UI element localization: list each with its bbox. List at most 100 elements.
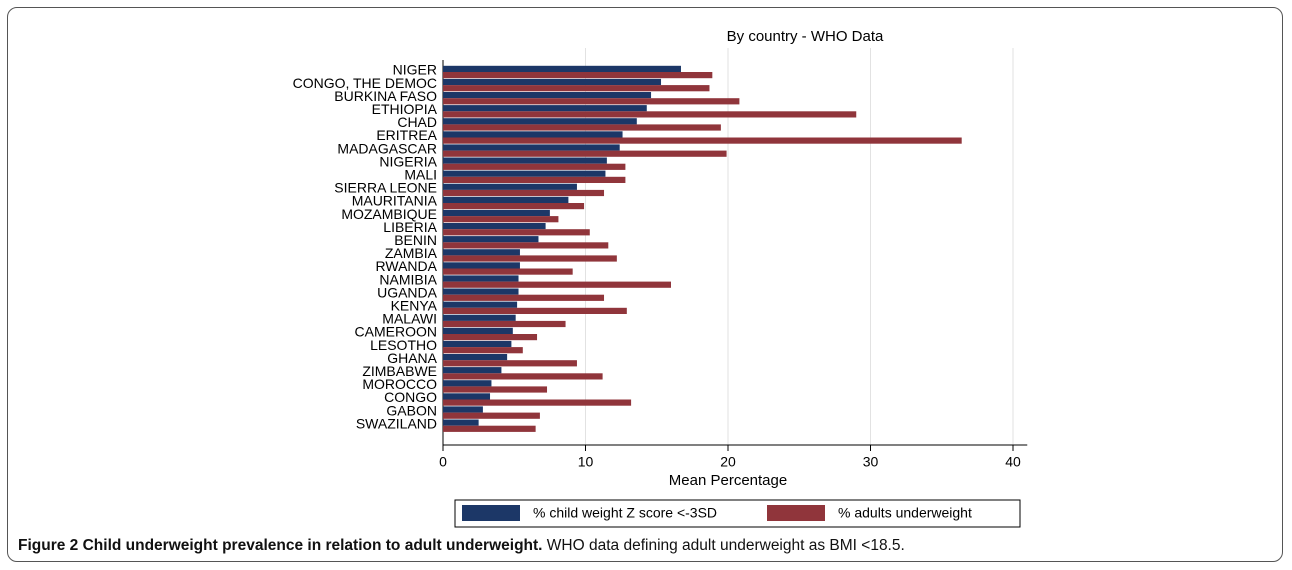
bar bbox=[443, 92, 652, 99]
y-tick-label: KENYA bbox=[391, 298, 438, 314]
bar bbox=[443, 262, 520, 269]
x-axis-label: Mean Percentage bbox=[669, 472, 787, 489]
caption-text: WHO data defining adult underweight as B… bbox=[546, 537, 905, 554]
bar bbox=[443, 209, 550, 217]
x-tick-label: 40 bbox=[1005, 454, 1021, 470]
legend-label: % adults underweight bbox=[838, 505, 972, 521]
bar bbox=[443, 203, 585, 210]
y-tick-label: MALI bbox=[404, 167, 437, 183]
y-tick-label: BURKINA FASO bbox=[334, 88, 437, 104]
y-tick-label: CHAD bbox=[397, 114, 437, 130]
y-tick-label: MOZAMBIQUE bbox=[341, 206, 437, 222]
bar bbox=[443, 373, 603, 380]
bar bbox=[443, 131, 623, 138]
x-tick-label: 30 bbox=[863, 454, 879, 470]
x-tick-label: 20 bbox=[720, 454, 736, 470]
bar bbox=[443, 314, 516, 321]
bar bbox=[443, 216, 559, 223]
chart: By country - WHO Data Mean Percentage 0 1… bbox=[293, 28, 1028, 528]
chart-title: By country - WHO Data bbox=[727, 28, 884, 45]
bar bbox=[443, 275, 519, 282]
x-tick-label: 0 bbox=[439, 454, 447, 470]
y-tick-label: BENIN bbox=[394, 232, 437, 248]
y-tick-label: SIERRA LEONE bbox=[334, 180, 437, 196]
bar bbox=[443, 367, 502, 374]
bar bbox=[443, 183, 577, 190]
bar bbox=[443, 294, 605, 301]
y-tick-label: UGANDA bbox=[377, 284, 438, 300]
bar bbox=[443, 242, 609, 249]
bar bbox=[443, 85, 710, 92]
bar bbox=[443, 163, 626, 170]
bar bbox=[443, 65, 681, 72]
bar bbox=[443, 229, 590, 236]
bar bbox=[443, 268, 573, 275]
bar bbox=[443, 425, 536, 432]
y-tick-label: ETHIOPIA bbox=[372, 101, 438, 117]
bar bbox=[443, 386, 548, 393]
bar bbox=[443, 111, 857, 118]
y-tick-label: MADAGASCAR bbox=[337, 140, 437, 156]
bar bbox=[443, 176, 626, 183]
y-tick-label: ZAMBIA bbox=[385, 245, 438, 261]
bar bbox=[443, 78, 662, 86]
bar bbox=[443, 412, 540, 419]
y-tick-label: CAMEROON bbox=[355, 324, 437, 340]
bar bbox=[443, 144, 620, 151]
y-tick-label: GABON bbox=[386, 402, 437, 418]
bar bbox=[443, 236, 539, 243]
y-tick-label: SWAZILAND bbox=[356, 415, 437, 431]
bar bbox=[443, 124, 721, 131]
y-tick-label: CONGO bbox=[384, 389, 437, 405]
bar bbox=[443, 354, 508, 361]
bar bbox=[443, 380, 492, 387]
bar bbox=[443, 347, 523, 354]
y-tick-label: LIBERIA bbox=[383, 219, 437, 235]
caption-label: Figure 2 Child underweight prevalence in… bbox=[18, 537, 543, 554]
bar bbox=[443, 196, 569, 203]
legend-swatch bbox=[462, 505, 520, 521]
bar bbox=[443, 223, 546, 230]
y-tick-label: MALAWI bbox=[382, 311, 437, 327]
y-tick-label: MAURITANIA bbox=[352, 193, 438, 209]
figure-frame bbox=[7, 7, 1283, 562]
y-tick-label: NAMIBIA bbox=[379, 271, 437, 287]
bar bbox=[443, 393, 491, 400]
bar bbox=[443, 281, 671, 288]
legend-swatch bbox=[767, 505, 825, 521]
bar bbox=[443, 334, 538, 341]
y-tick-label: GHANA bbox=[387, 350, 437, 366]
bar bbox=[443, 157, 607, 164]
bar bbox=[443, 170, 606, 177]
legend-label: % child weight Z score <-3SD bbox=[533, 505, 717, 521]
bar bbox=[443, 340, 512, 348]
bar bbox=[443, 399, 632, 406]
legend-box bbox=[454, 499, 1021, 528]
caption: Figure 2 Child underweight prevalence in… bbox=[18, 537, 905, 555]
y-tick-label: NIGER bbox=[393, 62, 437, 78]
bar bbox=[443, 288, 519, 295]
bar bbox=[443, 72, 713, 79]
bar bbox=[443, 255, 617, 262]
bar bbox=[443, 150, 727, 157]
bar bbox=[443, 406, 483, 413]
x-tick-label: 10 bbox=[578, 454, 594, 470]
y-tick-label: NIGERIA bbox=[379, 153, 437, 169]
bar bbox=[443, 360, 577, 367]
bar bbox=[443, 118, 637, 125]
y-tick-label: RWANDA bbox=[376, 258, 438, 274]
bar bbox=[443, 301, 518, 308]
bar bbox=[443, 327, 513, 334]
bar bbox=[443, 320, 566, 328]
bar bbox=[443, 189, 605, 197]
bar bbox=[443, 98, 740, 105]
y-tick-label: LESOTHO bbox=[370, 337, 437, 353]
bar bbox=[443, 419, 479, 426]
y-tick-label: MOROCCO bbox=[362, 376, 437, 392]
bar bbox=[443, 105, 647, 112]
y-tick-label: ERITREA bbox=[376, 127, 437, 143]
y-tick-label: ZIMBABWE bbox=[362, 363, 437, 379]
y-tick-label: CONGO, THE DEMOC bbox=[293, 75, 437, 91]
bar bbox=[443, 137, 962, 144]
